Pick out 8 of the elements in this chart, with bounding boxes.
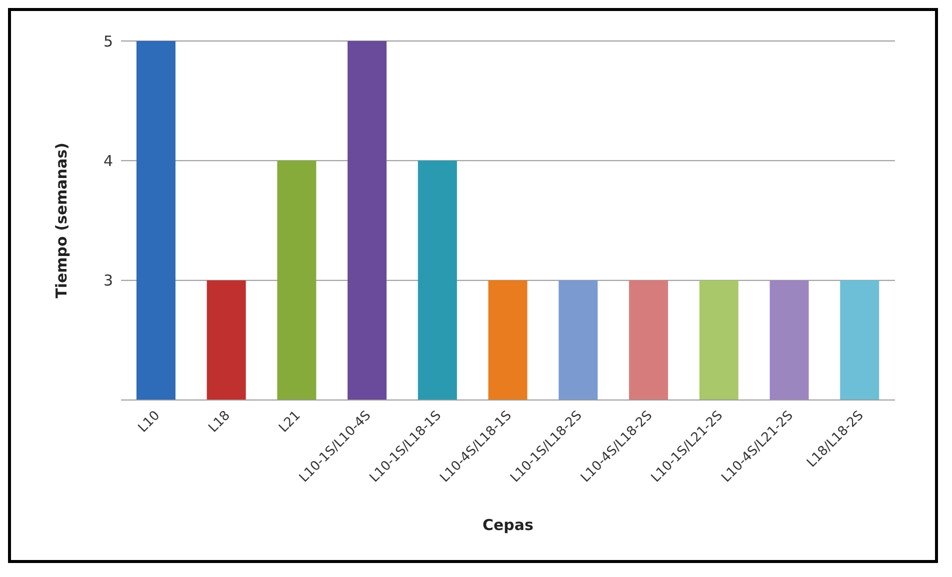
x-tick-label: L21 [276,408,304,436]
y-tick-label: 3 [103,272,113,290]
y-tick-label: 5 [103,32,113,50]
x-axis-title: Cepas [482,516,534,534]
y-tick-label: 4 [103,152,113,170]
y-axis-title: Tiempo (semanas) [52,142,70,298]
x-tick-label: L18 [206,408,234,436]
x-tick-label: L10 [136,408,164,436]
